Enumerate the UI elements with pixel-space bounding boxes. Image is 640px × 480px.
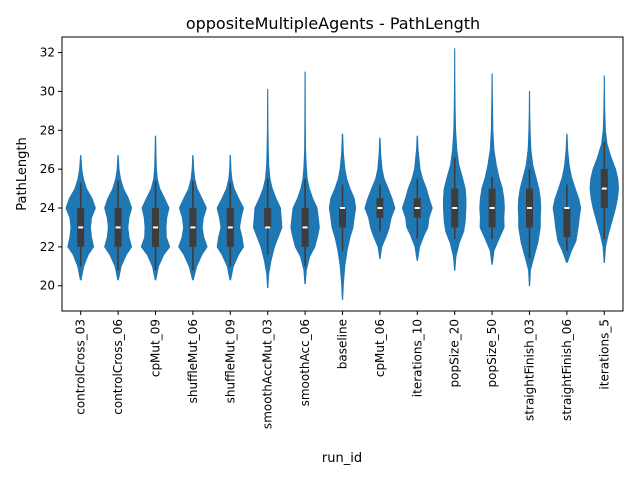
violin-box xyxy=(563,208,571,238)
violin-median xyxy=(489,207,495,210)
violin-median xyxy=(265,226,271,229)
x-tick-label: smoothAcc_06 xyxy=(298,319,312,406)
violin-body xyxy=(290,71,320,285)
y-tick-label: 28 xyxy=(40,123,55,137)
violin-body xyxy=(479,73,505,265)
violin-median xyxy=(227,226,233,229)
violin-median xyxy=(601,187,607,190)
x-tick-label: iterations_5 xyxy=(597,319,611,390)
violin-median xyxy=(190,226,196,229)
x-tick-label: shuffleMut_09 xyxy=(223,319,237,403)
x-tick-label: popSize_50 xyxy=(485,319,499,387)
x-tick-label: popSize_20 xyxy=(448,319,462,387)
x-tick-label: baseline xyxy=(336,319,350,369)
x-tick-label: cpMut_06 xyxy=(373,319,387,377)
y-tick-label: 30 xyxy=(40,84,55,98)
x-tick-label: controlCross_03 xyxy=(74,319,88,415)
y-tick-label: 24 xyxy=(40,201,55,215)
y-tick-label: 20 xyxy=(40,279,55,293)
chart-title: oppositeMultipleAgents - PathLength xyxy=(186,14,480,33)
x-axis-label: run_id xyxy=(322,451,362,466)
x-tick-label: iterations_10 xyxy=(410,319,424,397)
violin-median xyxy=(527,207,532,210)
violin-median xyxy=(377,207,383,210)
x-tick-label: smoothAccMut_03 xyxy=(261,319,275,429)
x-tick-label: cpMut_09 xyxy=(149,319,163,377)
violin-median xyxy=(302,226,308,229)
x-tick-label: straightFinish_06 xyxy=(560,319,574,421)
violin-median xyxy=(153,226,158,229)
violin-median xyxy=(340,207,345,210)
violin-box xyxy=(264,208,272,228)
y-axis: 20 22 24 26 28 30 32 xyxy=(40,46,62,293)
x-tick-label: shuffleMut_06 xyxy=(186,319,200,403)
violin-median xyxy=(452,207,458,210)
axes-frame xyxy=(61,36,624,312)
x-axis: controlCross_03 controlCross_06 cpMut_09 sh… xyxy=(74,311,611,429)
y-tick-label: 32 xyxy=(40,46,55,60)
x-tick-label: controlCross_06 xyxy=(111,319,125,415)
x-tick-label: straightFinish_03 xyxy=(523,319,537,421)
violin-median xyxy=(414,207,420,210)
plot-area xyxy=(65,48,620,300)
violin-median xyxy=(564,207,570,210)
y-tick-label: 26 xyxy=(40,162,55,176)
y-axis-label: PathLength xyxy=(15,137,30,210)
violin-median xyxy=(78,226,84,229)
violin-median xyxy=(115,226,121,229)
violin-box xyxy=(339,208,346,228)
y-tick-label: 22 xyxy=(40,240,55,254)
